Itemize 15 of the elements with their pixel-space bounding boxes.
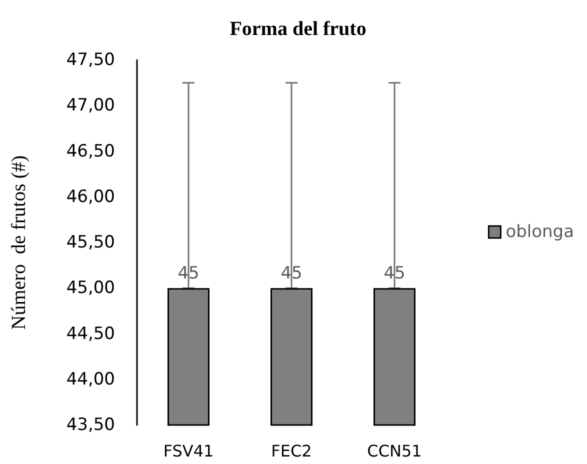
y-tick-label: 46,00 [66,186,115,207]
y-tick-label: 47,00 [66,96,115,116]
y-tick-label: 45,50 [66,232,115,252]
y-tick-label: 45,00 [66,278,115,298]
y-tick-label: 47,50 [66,50,115,70]
chart-title: Forma del fruto [230,18,366,40]
y-tick-label: 43,50 [66,415,115,435]
y-tick-label: 46,50 [66,141,115,162]
legend-label: oblonga [506,222,574,242]
y-axis-title: Número de frutos (#) [8,155,30,330]
y-tick-label: 44,50 [66,324,115,344]
y-tick-label: 44,00 [66,369,115,390]
x-tick-label: FEC2 [271,442,312,460]
x-tick-label: CCN51 [367,442,422,460]
x-tick-label: FSV41 [163,442,214,460]
